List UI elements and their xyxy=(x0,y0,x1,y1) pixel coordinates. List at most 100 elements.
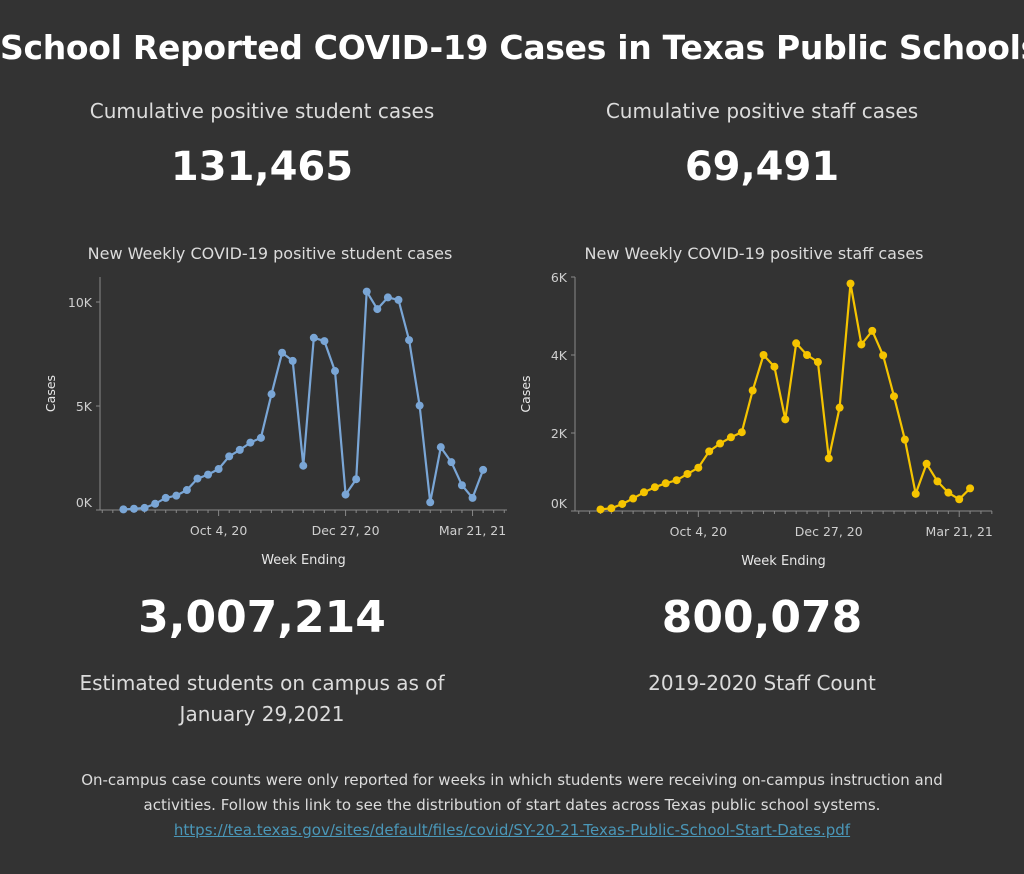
student-data-point xyxy=(352,475,361,484)
student-total-label: Estimated students on campus as of Janua… xyxy=(12,668,512,730)
staff-data-point xyxy=(726,433,735,442)
staff-data-point xyxy=(933,477,942,486)
staff-y-tick-label: 2K xyxy=(551,426,568,441)
staff-x-tick-label: Mar 21, 21 xyxy=(926,524,993,539)
staff-data-point xyxy=(900,435,909,444)
student-data-point xyxy=(457,481,466,490)
student-y-tick-label: 10K xyxy=(68,295,93,310)
student-data-point xyxy=(309,333,318,342)
student-data-point xyxy=(267,390,276,399)
student-data-point xyxy=(225,452,234,461)
staff-data-point xyxy=(781,415,790,424)
student-data-point xyxy=(320,337,329,346)
student-x-tick-label: Oct 4, 20 xyxy=(190,523,247,538)
staff-cumulative-value: 69,491 xyxy=(684,144,840,190)
start-dates-link[interactable]: https://tea.texas.gov/sites/default/file… xyxy=(173,821,851,839)
staff-data-point xyxy=(857,340,866,349)
staff-data-point xyxy=(792,339,801,348)
staff-data-point xyxy=(922,459,931,468)
student-cumulative-value: 131,465 xyxy=(170,144,354,190)
student-data-point xyxy=(129,504,138,513)
staff-data-point xyxy=(596,505,605,514)
student-data-point xyxy=(405,336,414,345)
staff-data-point xyxy=(824,454,833,463)
student-total-value: 3,007,214 xyxy=(138,592,386,643)
staff-data-point xyxy=(759,351,768,359)
student-data-point xyxy=(362,287,371,296)
student-data-point xyxy=(278,348,287,357)
student-data-point xyxy=(193,474,202,483)
staff-total-label: 2019-2020 Staff Count xyxy=(648,671,876,695)
student-data-point xyxy=(119,505,128,514)
staff-data-point xyxy=(672,476,681,485)
staff-data-point xyxy=(716,439,725,448)
staff-x-tick-label: Dec 27, 20 xyxy=(795,524,863,539)
student-data-point xyxy=(373,305,382,314)
student-y-axis-title: Cases xyxy=(43,375,58,412)
student-data-point xyxy=(214,465,223,474)
staff-data-point xyxy=(770,362,779,371)
student-data-point xyxy=(256,433,265,442)
staff-data-point xyxy=(889,392,898,401)
student-y-tick-label: 5K xyxy=(76,399,93,414)
staff-data-point xyxy=(835,403,844,412)
student-data-point xyxy=(151,499,160,508)
staff-data-point xyxy=(607,504,616,513)
staff-data-point xyxy=(879,351,888,360)
staff-data-point xyxy=(748,386,757,395)
student-y-tick-label: 0K xyxy=(76,495,93,510)
student-series-line xyxy=(123,290,485,511)
student-chart-title: New Weekly COVID-19 positive student cas… xyxy=(87,244,453,263)
student-x-tick-label: Mar 21, 21 xyxy=(439,523,506,538)
staff-chart-title: New Weekly COVID-19 positive staff cases xyxy=(584,244,924,263)
student-data-point xyxy=(415,401,424,410)
staff-data-point xyxy=(868,326,877,335)
student-data-point xyxy=(426,498,435,507)
staff-data-point xyxy=(944,488,953,497)
staff-data-point xyxy=(737,428,746,437)
staff-data-point xyxy=(813,358,822,367)
staff-data-point xyxy=(639,488,648,497)
student-x-axis-title: Week Ending xyxy=(261,553,346,568)
staff-data-point xyxy=(803,351,812,359)
student-data-point xyxy=(204,470,213,479)
footer-note: On-campus case counts were only reported… xyxy=(0,768,1024,843)
student-data-point xyxy=(288,356,297,365)
student-data-point xyxy=(341,490,350,499)
student-data-point xyxy=(383,293,392,302)
student-data-point xyxy=(468,493,477,502)
student-data-point xyxy=(235,445,244,454)
staff-y-tick-label: 4K xyxy=(551,348,568,363)
student-data-point xyxy=(331,367,339,376)
staff-data-point xyxy=(955,495,964,504)
staff-data-point xyxy=(911,489,920,498)
student-data-point xyxy=(479,465,488,474)
student-x-tick-label: Dec 27, 20 xyxy=(312,523,380,538)
staff-y-axis-title: Cases xyxy=(518,375,533,412)
staff-data-point xyxy=(846,279,855,288)
student-data-point xyxy=(394,295,403,304)
student-data-point xyxy=(161,493,170,502)
student-data-point xyxy=(172,491,181,500)
student-total-label-line1: Estimated students on campus as of xyxy=(79,671,445,695)
footer-line2: activities. Follow this link to see the … xyxy=(143,796,881,814)
student-data-point xyxy=(447,458,456,467)
staff-data-point xyxy=(661,479,670,488)
page-title: School Reported COVID-19 Cases in Texas … xyxy=(0,28,1024,67)
student-data-point xyxy=(436,443,445,452)
staff-data-point xyxy=(618,499,627,508)
staff-total-value: 800,078 xyxy=(661,592,863,643)
student-data-point xyxy=(182,486,191,495)
student-data-point xyxy=(140,503,149,512)
staff-x-tick-label: Oct 4, 20 xyxy=(670,524,727,539)
staff-series-line xyxy=(600,282,971,511)
footer-line1: On-campus case counts were only reported… xyxy=(81,771,943,789)
staff-y-tick-label: 0K xyxy=(551,496,568,511)
student-total-label-line2: January 29,2021 xyxy=(179,702,345,726)
staff-cumulative-label: Cumulative positive staff cases xyxy=(605,99,919,123)
student-cumulative-label: Cumulative positive student cases xyxy=(89,99,435,123)
staff-data-point xyxy=(705,447,714,456)
staff-x-axis-title: Week Ending xyxy=(741,554,826,569)
staff-data-point xyxy=(966,484,975,493)
